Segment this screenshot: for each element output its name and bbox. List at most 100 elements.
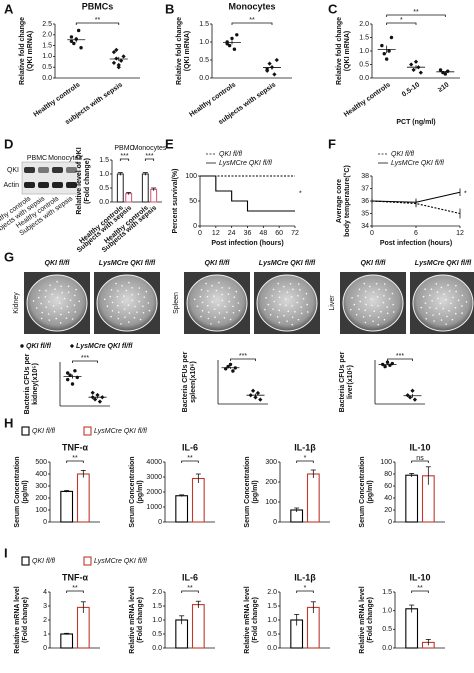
bar [191,477,205,523]
x-tick-label: 12 [456,230,464,237]
colony [272,308,274,310]
colony [353,303,356,306]
band-label: Actin [3,182,19,189]
colony [232,305,234,308]
colony [41,311,44,314]
significance-bracket [411,460,429,463]
y-axis-label: (QKI mRNA) [27,31,34,71]
y-axis-label: Relative mRNA level [129,586,136,653]
data-point [409,62,414,67]
colony [238,309,241,312]
colony [128,281,130,284]
colony [131,286,133,289]
colony [121,301,124,303]
y-axis-label: (QKI mRNA) [184,31,191,71]
legend-marker [69,343,75,349]
legend-label: QKI fl/fl [219,151,242,158]
x-tick-label: ≥10 [437,81,451,93]
colony [372,320,374,322]
colony [383,283,386,285]
data-point [274,57,279,63]
colony [221,293,223,296]
colony [117,317,120,320]
y-tick-label: 100 [380,459,392,466]
y-tick-label: 0.0 [99,199,109,206]
data-point [114,56,119,61]
chart-title: IL-6 [182,442,198,452]
y-axis-label: (Fold change) [367,597,374,643]
colony [205,282,207,285]
colony [377,304,380,307]
colony [63,297,66,300]
y-tick-label: 0.0 [359,75,369,82]
x-tick-label: 60 [275,230,283,237]
colony [294,310,296,313]
plate-header: QKI fl/fl [361,260,387,267]
colony [55,317,58,320]
colony [226,311,228,313]
colony [454,306,457,309]
colony [211,301,214,303]
chart-title: IL-1β [294,572,316,582]
colony [229,318,232,321]
petri-dish [96,274,158,332]
y-tick-label: 200 [265,479,277,486]
colony [438,313,441,315]
plate-header: QKI fl/fl [45,260,71,267]
significance-label: *** [396,353,404,360]
y-tick-label: 400 [35,471,47,478]
petri-dish [186,274,248,332]
data-point [250,388,256,393]
chart-title: IL-10 [409,442,430,452]
significance-bracket [181,460,199,463]
data-point [70,382,75,386]
colony [207,311,210,313]
y-axis-label: Bacteria CFUs per [182,351,189,412]
colony [145,290,148,293]
bar [76,473,90,523]
blot-background [21,161,81,195]
colony [454,312,457,315]
petri-dish [26,274,88,332]
data-point [410,388,415,393]
x-axis-label: PCT (ng/ml) [396,119,435,126]
data-point [79,46,83,50]
data-point [380,43,384,48]
y-tick-label: 80 [384,471,392,478]
data-point [228,362,233,367]
colony [364,290,367,293]
data-point [72,41,76,46]
colony [53,310,56,313]
chart-title: IL-1β [294,442,316,452]
colony [450,302,452,305]
chart-title: TNF-α [62,572,88,582]
colony [214,316,216,319]
colony [383,318,386,321]
colony [109,295,112,298]
colony [217,321,220,323]
colony [224,305,226,308]
y-tick-label: 0.5 [359,61,369,68]
data-point [407,395,413,400]
significance-label: ** [187,455,193,462]
colony [430,288,433,291]
y-tick-label: 35 [361,210,369,217]
colony [306,303,308,306]
colony [385,289,387,291]
y-tick-label: 0.0 [42,75,52,82]
colony [278,290,281,293]
y-tick-label: 37 [361,185,369,192]
colony [51,293,54,296]
colony [133,317,136,319]
y-tick-label: 0.5 [152,631,162,638]
colony [451,318,454,321]
colony [207,317,210,320]
colony [370,298,373,300]
colony [372,291,375,293]
colony [392,303,394,306]
colony [124,316,126,319]
y-axis-label: Bacteria CFUs per [339,351,346,412]
y-axis-label: (pg/ml) [22,480,29,503]
colony [386,306,389,308]
chart-title: TNF-α [62,442,88,452]
